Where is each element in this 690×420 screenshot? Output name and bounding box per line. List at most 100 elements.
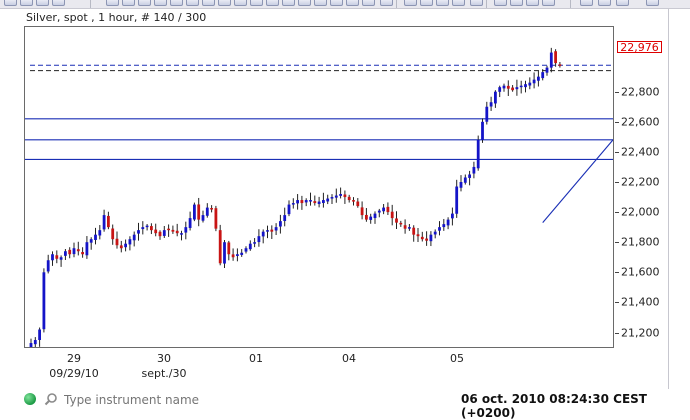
candle-body [89,239,93,243]
toolbar-button[interactable] [346,0,359,6]
candle-body [261,231,265,237]
candle-body [386,206,390,213]
chart-info: Silver, spot , 1 hour, # 140 / 300 [26,11,207,24]
candle-body [420,236,424,240]
toolbar-button[interactable] [52,0,65,6]
candle-body [223,242,226,264]
toolbar-button[interactable] [154,0,167,6]
candle-body [145,225,149,228]
candle-body [476,139,480,169]
y-tick-mark [615,182,619,183]
candle-body [214,208,218,229]
candle-body [72,248,76,255]
candle-body [494,91,497,104]
candle-body [244,248,248,252]
toolbar-button[interactable] [4,0,17,6]
toolbar-button[interactable] [542,0,555,6]
y-tick-mark [615,332,619,334]
toolbar-button[interactable] [420,0,433,6]
toolbar-button[interactable] [106,0,119,6]
toolbar-button[interactable] [404,0,417,6]
toolbar-button[interactable] [494,0,507,6]
candle-body [158,231,162,237]
toolbar-button[interactable] [380,0,393,6]
toolbar-button[interactable] [122,0,135,6]
toolbar-button[interactable] [202,0,215,6]
toolbar-button[interactable] [170,0,183,6]
toolbar-button[interactable] [298,0,311,6]
search-icon[interactable] [44,392,58,406]
candle-body [218,230,222,264]
chart-plot-area[interactable] [24,26,614,348]
toolbar-button[interactable] [330,0,343,6]
candle-body [425,238,428,241]
candle-body [498,87,502,92]
candle-body [446,219,450,226]
toolbar-button[interactable] [510,0,523,6]
candle-body [330,197,334,199]
toolbar-button[interactable] [186,0,199,6]
candle-body [511,87,514,91]
candle-body [309,200,312,202]
toolbar-button[interactable] [314,0,327,6]
toolbar-button[interactable] [616,0,629,6]
toolbar-button[interactable] [138,0,151,6]
candle-body [322,200,325,204]
candle-body [55,255,59,259]
candle-body [334,195,338,198]
toolbar [0,0,690,9]
toolbar-button[interactable] [580,0,593,6]
y-tick-mark [615,91,619,93]
candle-body [502,85,506,89]
candle-body [201,215,205,221]
toolbar-button[interactable] [20,0,33,6]
candle-body [68,249,72,255]
candle-body [132,234,136,241]
candle-body [352,200,355,202]
candle-body [554,51,557,64]
toolbar-button[interactable] [36,0,49,6]
toolbar-button[interactable] [282,0,295,6]
toolbar-button[interactable] [218,0,231,6]
x-tick-label: 05 [450,352,464,365]
candle-body [347,196,351,201]
toolbar-button[interactable] [470,0,483,6]
toolbar-button[interactable] [234,0,247,6]
candle-body [59,257,63,260]
toolbar-separator [396,0,397,8]
candle-body [442,224,446,228]
candle-body [205,207,209,216]
y-tick-label: 21,800 [621,235,660,249]
candle-body [326,198,330,202]
y-tick-label: 22,800 [621,85,660,99]
x-tick-label: 01 [249,352,263,365]
candle-body [438,227,441,231]
candle-body [549,52,553,68]
candle-body [313,201,317,204]
toolbar-button[interactable] [452,0,465,6]
candle-body [167,228,170,231]
y-tick-mark [615,121,619,123]
x-tick-sublabel: 09/29/10 [49,367,99,380]
candle-body [412,227,416,235]
candle-body [193,204,196,220]
toolbar-button[interactable] [646,0,659,6]
candle-body [558,64,562,66]
toolbar-button[interactable] [598,0,611,6]
y-tick-label: 22,000 [621,205,660,219]
y-tick-mark [615,272,619,274]
y-tick-mark [615,212,619,214]
server-clock: 06 oct. 2010 08:24:30 CEST (+0200) [461,392,647,420]
candle-body [545,67,549,73]
toolbar-button[interactable] [250,0,263,6]
toolbar-button[interactable] [436,0,449,6]
candle-body [283,215,287,221]
candle-body [38,329,41,341]
toolbar-button[interactable] [362,0,375,6]
current-price-label: 22,976 [617,41,662,54]
candle-body [537,76,540,81]
instrument-search-input[interactable] [62,390,216,410]
toolbar-button[interactable] [526,0,539,6]
toolbar-button[interactable] [266,0,279,6]
x-tick-label: 04 [342,352,356,365]
